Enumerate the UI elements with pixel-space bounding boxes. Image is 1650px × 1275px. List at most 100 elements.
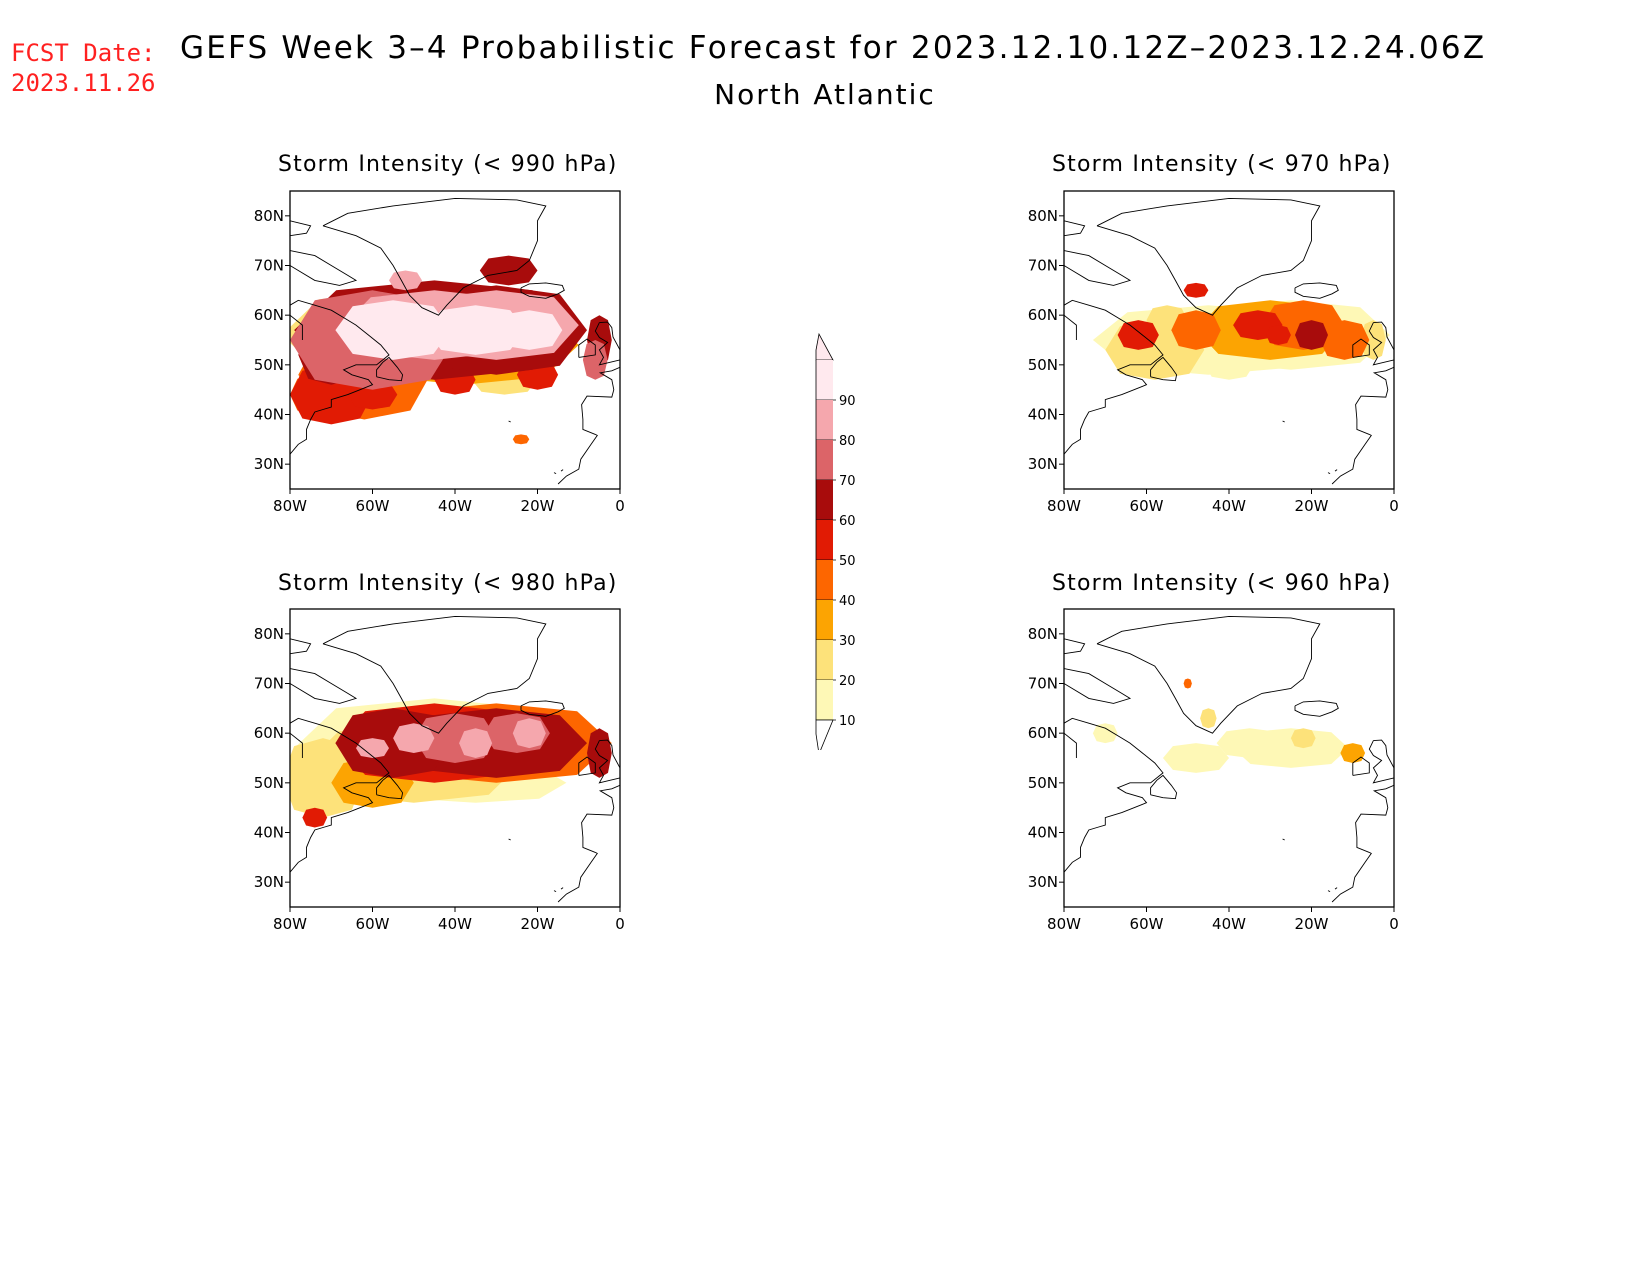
coastline [557,784,620,903]
coastline [1064,717,1164,873]
colorbar-segment [816,560,833,600]
latitude-tick-label: 50N [1028,356,1058,374]
panel-title-980: Storm Intensity (< 980 hPa) [278,571,618,596]
probability-region [1092,723,1118,744]
latitude-tick-label: 80N [1028,625,1058,643]
longitude-tick-label: 80W [273,915,307,933]
map-panel-990: 80N 70N 60N 50N 40N 30N 80W 60W 40W 20W 0 [254,190,625,515]
probability-region [335,300,451,360]
coastline [1294,282,1339,299]
probability-region [1361,320,1386,360]
latitude-tick-label: 40N [1028,824,1058,842]
coastline [578,756,596,776]
coastline [553,890,557,893]
probability-region [356,738,389,758]
latitude-tick-label: 60N [254,306,284,324]
latitude-tick-label: 40N [1028,406,1058,424]
colorbar-segment [816,400,833,440]
coastline [1064,299,1164,455]
coastline [594,321,620,366]
probability-region [393,723,435,753]
coastline [1331,784,1394,903]
coastline [1368,739,1394,784]
longitude-tick-label: 40W [1212,497,1246,515]
main-title: GEFS Week 3–4 Probabilistic Forecast for… [180,30,1487,66]
colorbar-label: 30 [839,634,856,649]
latitude-tick-label: 70N [1028,675,1058,693]
coastline [1282,838,1285,841]
probability-region [302,807,328,828]
coastline [560,887,564,890]
coastline [508,838,511,841]
coastline [557,366,620,485]
probability-region [1266,325,1291,345]
probability-region [1171,310,1221,350]
longitude-tick-label: 0 [1389,497,1399,515]
probability-colorbar: 90 80 70 60 50 40 30 20 10 [815,332,856,750]
coastline [553,472,557,475]
probability-region [587,728,612,778]
colorbar-segment [816,600,833,640]
coastline [520,700,565,717]
coastline [290,299,390,455]
coastline [376,774,404,800]
latitude-tick-label: 30N [1028,455,1058,473]
longitude-tick-label: 20W [1295,497,1329,515]
latitude-tick-label: 30N [1028,873,1058,891]
longitude-tick-label: 20W [521,915,555,933]
coastline [1327,890,1331,893]
longitude-tick-label: 60W [356,497,390,515]
probability-region [582,340,608,380]
coastline [1064,250,1132,286]
probability-region [1183,678,1192,689]
latitude-tick-label: 50N [254,356,284,374]
coastline [1334,469,1338,472]
panel-title-990: Storm Intensity (< 990 hPa) [278,152,618,177]
probability-region [1204,349,1254,380]
panel-title-960: Storm Intensity (< 960 hPa) [1052,571,1392,596]
probability-region [512,434,530,445]
coastline [1368,321,1394,366]
coastline [1064,314,1077,340]
colorbar-segment [816,480,833,520]
coastline [290,638,312,655]
latitude-tick-label: 60N [1028,306,1058,324]
coastline [560,469,564,472]
coastline [594,739,620,784]
latitude-tick-label: 60N [1028,724,1058,742]
probability-region [1216,728,1283,758]
coastline [322,615,547,734]
colorbar-segment [816,440,833,480]
coastline [1352,338,1370,358]
colorbar-segment [816,640,833,680]
colorbar-segment [816,360,833,400]
map-panel-980: 80N 70N 60N 50N 40N 30N 80W 60W 40W 20W 0 [254,608,625,933]
longitude-tick-label: 60W [1130,915,1164,933]
latitude-tick-label: 70N [254,675,284,693]
region-subtitle: North Atlantic [714,78,936,111]
colorbar-label: 40 [839,594,856,609]
colorbar-label: 60 [839,514,856,529]
probability-region [479,255,538,286]
coastline [290,668,358,704]
longitude-tick-label: 80W [1047,497,1081,515]
coastline [1282,420,1285,423]
coastline [1096,615,1321,734]
longitude-tick-label: 40W [438,915,472,933]
latitude-tick-label: 70N [1028,257,1058,275]
coastline [1150,774,1178,800]
probability-region [496,310,563,350]
coastline [290,250,358,286]
probability-region [1295,320,1328,350]
coastline [290,732,303,758]
longitude-tick-label: 0 [1389,915,1399,933]
coastline [290,220,312,237]
probability-region [1290,728,1316,749]
coastline [322,197,547,316]
colorbar-label: 70 [839,474,856,489]
coastline [1331,366,1394,485]
latitude-tick-label: 30N [254,455,284,473]
colorbar-top-cap [815,332,834,361]
probability-region [1340,743,1366,763]
coastline [1294,700,1339,717]
